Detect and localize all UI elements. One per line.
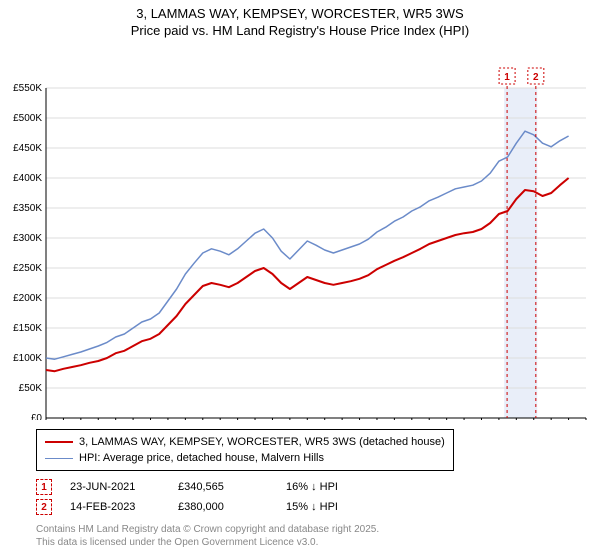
- marker-table-number: 1: [36, 479, 52, 495]
- marker-table: 1 23-JUN-2021 £340,565 16% ↓ HPI 2 14-FEB-202…: [36, 477, 376, 517]
- chart-title: 3, LAMMAS WAY, KEMPSEY, WORCESTER, WR5 3…: [0, 0, 600, 40]
- y-tick-label: £350K: [13, 203, 42, 214]
- series-hpi: [46, 131, 569, 359]
- y-tick-label: £100K: [13, 353, 42, 364]
- title-line2: Price paid vs. HM Land Registry's House …: [0, 23, 600, 40]
- marker-price: £340,565: [178, 481, 268, 493]
- legend: 3, LAMMAS WAY, KEMPSEY, WORCESTER, WR5 3…: [36, 429, 454, 471]
- legend-label: HPI: Average price, detached house, Malv…: [79, 452, 324, 464]
- y-tick-label: £500K: [13, 113, 42, 124]
- marker-date: 14-FEB-2023: [70, 501, 160, 513]
- marker-delta: 16% ↓ HPI: [286, 481, 376, 493]
- title-line1: 3, LAMMAS WAY, KEMPSEY, WORCESTER, WR5 3…: [0, 6, 600, 23]
- marker-table-row: 2 14-FEB-2023 £380,000 15% ↓ HPI: [36, 497, 376, 517]
- marker-date: 23-JUN-2021: [70, 481, 160, 493]
- y-tick-label: £300K: [13, 233, 42, 244]
- marker-table-number: 2: [36, 499, 52, 515]
- y-tick-label: £450K: [13, 143, 42, 154]
- legend-swatch: [45, 458, 73, 459]
- legend-swatch: [45, 441, 73, 443]
- footnote: Contains HM Land Registry data © Crown c…: [36, 524, 379, 549]
- y-tick-label: £250K: [13, 263, 42, 274]
- marker-delta: 15% ↓ HPI: [286, 501, 376, 513]
- series-price_paid: [46, 178, 569, 371]
- marker-price: £380,000: [178, 501, 268, 513]
- y-tick-label: £50K: [19, 383, 43, 394]
- marker-number: 2: [533, 72, 539, 83]
- marker-number: 1: [504, 72, 510, 83]
- y-tick-label: £200K: [13, 293, 42, 304]
- legend-row: 3, LAMMAS WAY, KEMPSEY, WORCESTER, WR5 3…: [45, 434, 445, 450]
- y-tick-label: £150K: [13, 323, 42, 334]
- legend-row: HPI: Average price, detached house, Malv…: [45, 450, 445, 466]
- chart-container: 3, LAMMAS WAY, KEMPSEY, WORCESTER, WR5 3…: [0, 0, 600, 560]
- marker-table-row: 1 23-JUN-2021 £340,565 16% ↓ HPI: [36, 477, 376, 497]
- line-chart: £0 £50K £100K £150K £200K £250K £300K £350K £400…: [0, 40, 600, 420]
- y-tick-label: £0: [31, 413, 43, 420]
- legend-label: 3, LAMMAS WAY, KEMPSEY, WORCESTER, WR5 3…: [79, 436, 445, 448]
- y-tick-label: £550K: [13, 83, 42, 94]
- footnote-line2: This data is licensed under the Open Gov…: [36, 537, 318, 548]
- footnote-line1: Contains HM Land Registry data © Crown c…: [36, 524, 379, 535]
- y-tick-label: £400K: [13, 173, 42, 184]
